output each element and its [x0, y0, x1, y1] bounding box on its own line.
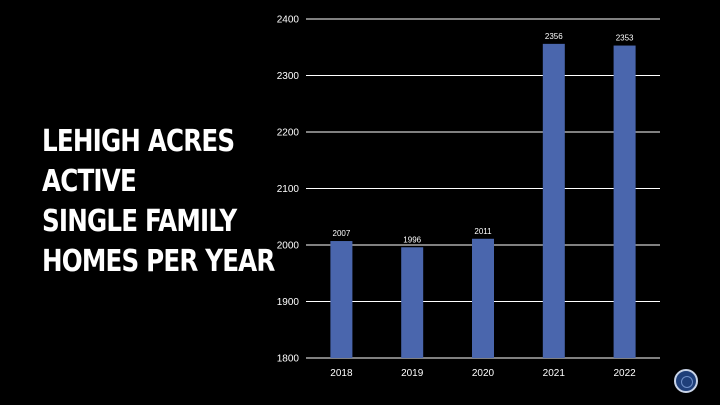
y-tick-label: 2300 [277, 71, 300, 82]
data-label: 1996 [403, 235, 421, 244]
bar [542, 43, 565, 359]
bar [401, 247, 424, 358]
x-tick-label: 2021 [543, 368, 566, 379]
bar [472, 238, 494, 358]
title-line-3: SINGLE FAMILY [42, 204, 237, 239]
globe-icon [674, 369, 698, 393]
y-tick-label: 2100 [277, 184, 300, 195]
x-tick-label: 2022 [613, 368, 636, 379]
y-tick-label: 2200 [277, 128, 300, 139]
y-tick-label: 2400 [277, 15, 300, 26]
bar [330, 241, 353, 358]
data-label: 2007 [333, 229, 351, 238]
x-tick-label: 2018 [330, 368, 353, 379]
bar [613, 45, 636, 359]
data-label: 2011 [474, 227, 492, 236]
title-line-2: ACTIVE [42, 164, 137, 199]
data-label: 2353 [616, 34, 634, 43]
data-label: 2356 [545, 32, 563, 41]
title-line-1: LEHIGH ACRES [42, 124, 235, 159]
x-tick-label: 2019 [401, 368, 424, 379]
y-tick-label: 1900 [277, 297, 300, 308]
y-tick-label: 2000 [277, 241, 300, 252]
y-tick-label: 1800 [277, 354, 300, 365]
x-tick-label: 2020 [472, 368, 495, 379]
